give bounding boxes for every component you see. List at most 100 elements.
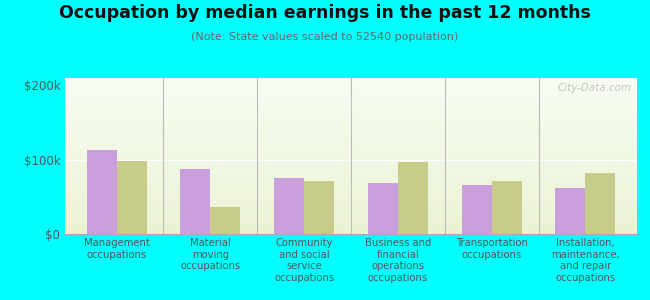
Bar <box>65 206 637 207</box>
Bar <box>65 154 637 155</box>
Bar <box>65 95 637 96</box>
Bar <box>65 87 637 88</box>
Bar <box>65 187 637 188</box>
Bar <box>65 233 637 234</box>
Bar <box>65 140 637 141</box>
Bar <box>65 162 637 163</box>
Text: Occupation by median earnings in the past 12 months: Occupation by median earnings in the pas… <box>59 4 591 22</box>
Bar <box>65 105 637 106</box>
Bar <box>65 231 637 232</box>
Bar <box>65 200 637 201</box>
Bar <box>65 197 637 198</box>
Bar <box>65 93 637 94</box>
Bar <box>65 90 637 91</box>
Bar <box>65 123 637 124</box>
Bar <box>65 99 637 100</box>
Bar <box>65 166 637 167</box>
Bar <box>65 221 637 222</box>
Bar <box>65 210 637 211</box>
Bar <box>65 149 637 150</box>
Bar <box>65 177 637 178</box>
Bar <box>65 133 637 134</box>
Bar <box>65 145 637 146</box>
Bar <box>180 169 211 234</box>
Bar <box>65 227 637 228</box>
Bar <box>65 130 637 131</box>
Bar <box>65 132 637 133</box>
Bar <box>65 86 637 87</box>
Bar <box>65 79 637 80</box>
Bar <box>65 148 637 149</box>
Bar <box>65 126 637 127</box>
Bar <box>65 111 637 112</box>
Bar <box>65 224 637 225</box>
Bar <box>368 184 398 234</box>
Bar <box>65 114 637 115</box>
Bar <box>65 81 637 82</box>
Bar <box>65 78 637 79</box>
Bar <box>65 217 637 218</box>
Bar <box>65 146 637 147</box>
Bar <box>65 127 637 128</box>
Bar <box>65 150 637 151</box>
Bar <box>65 190 637 191</box>
Bar <box>65 137 637 138</box>
Bar <box>65 85 637 86</box>
Bar <box>65 199 637 200</box>
Bar <box>65 94 637 95</box>
Bar <box>65 121 637 122</box>
Bar <box>65 144 637 145</box>
Bar <box>65 136 637 137</box>
Bar <box>65 164 637 165</box>
Bar <box>65 151 637 152</box>
Bar <box>586 173 616 234</box>
Bar <box>65 207 637 208</box>
Bar <box>65 226 637 227</box>
Bar <box>65 131 637 132</box>
Bar <box>65 143 637 144</box>
Bar <box>274 178 304 234</box>
Bar <box>86 150 116 234</box>
Text: (Note: State values scaled to 52540 population): (Note: State values scaled to 52540 popu… <box>191 32 459 41</box>
Bar <box>65 192 637 193</box>
Bar <box>65 188 637 189</box>
Bar <box>65 165 637 166</box>
Bar <box>555 188 586 234</box>
Bar <box>65 129 637 130</box>
Bar <box>65 181 637 182</box>
Bar <box>65 161 637 162</box>
Bar <box>65 225 637 226</box>
Bar <box>65 117 637 118</box>
Bar <box>65 194 637 195</box>
Bar <box>65 204 637 205</box>
Bar <box>65 219 637 220</box>
Bar <box>65 229 637 230</box>
Bar <box>65 80 637 81</box>
Bar <box>65 141 637 142</box>
Bar <box>65 104 637 105</box>
Bar <box>65 135 637 136</box>
Bar <box>65 222 637 223</box>
Bar <box>211 207 240 234</box>
Bar <box>65 178 637 179</box>
Bar <box>65 125 637 126</box>
Bar <box>65 91 637 92</box>
Bar <box>491 181 522 234</box>
Text: City-Data.com: City-Data.com <box>557 83 631 93</box>
Bar <box>65 119 637 120</box>
Bar <box>65 193 637 194</box>
Bar <box>65 223 637 224</box>
Bar <box>65 134 637 135</box>
Bar <box>65 167 637 168</box>
Bar <box>116 161 147 234</box>
Bar <box>65 168 637 169</box>
Bar <box>65 139 637 140</box>
Bar <box>65 83 637 84</box>
Bar <box>65 158 637 159</box>
Bar <box>65 182 637 183</box>
Bar <box>65 107 637 108</box>
Bar <box>65 101 637 102</box>
Bar <box>65 185 637 186</box>
Bar <box>65 213 637 214</box>
Bar <box>65 209 637 210</box>
